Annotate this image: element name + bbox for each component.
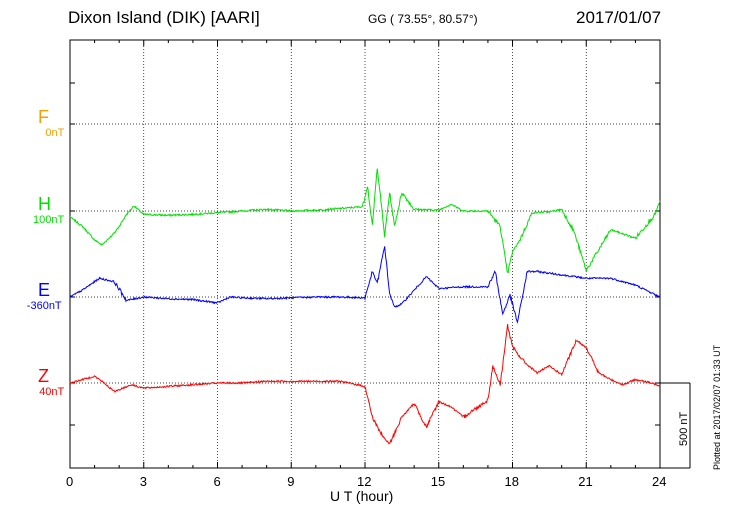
channel-baseline-f: 0nT: [45, 127, 65, 139]
series-line-z: [69, 323, 661, 445]
date-label: 2017/01/07: [576, 8, 662, 27]
x-tick-label: 18: [504, 474, 519, 489]
x-tick-label: 6: [213, 474, 221, 489]
channel-letter-h: H: [38, 194, 51, 214]
series-line-h: [69, 168, 661, 274]
x-tick-label: 24: [652, 474, 667, 489]
x-tick-label: 15: [430, 474, 446, 489]
channel-baseline-h: 100nT: [33, 214, 65, 226]
channel-letter-f: F: [38, 107, 49, 127]
channel-letter-e: E: [38, 280, 51, 300]
x-axis-label: U T (hour): [330, 488, 394, 504]
x-tick-label: 3: [139, 474, 147, 489]
x-tick-label: 0: [66, 474, 74, 489]
plotted-credit: Plotted at 2017/02/07 01:33 UT: [712, 344, 722, 470]
channel-letter-z: Z: [38, 366, 49, 386]
coordinates-label: GG ( 73.55°, 80.57°): [368, 12, 478, 26]
channel-baseline-e: -360nT: [26, 300, 62, 312]
channel-baseline-z: 40nT: [39, 386, 65, 398]
series-lines: [69, 168, 661, 445]
x-tick-label: 21: [578, 474, 593, 489]
axis-ticks: [69, 40, 661, 468]
x-tick-label: 12: [357, 474, 372, 489]
scale-bar: [660, 382, 691, 469]
grid-lines: [70, 40, 660, 468]
station-title: Dixon Island (DIK) [AARI]: [68, 8, 260, 27]
series-line-e: [69, 246, 661, 324]
scale-bar-label: 500 nT: [678, 411, 690, 446]
x-tick-label: 9: [287, 474, 295, 489]
